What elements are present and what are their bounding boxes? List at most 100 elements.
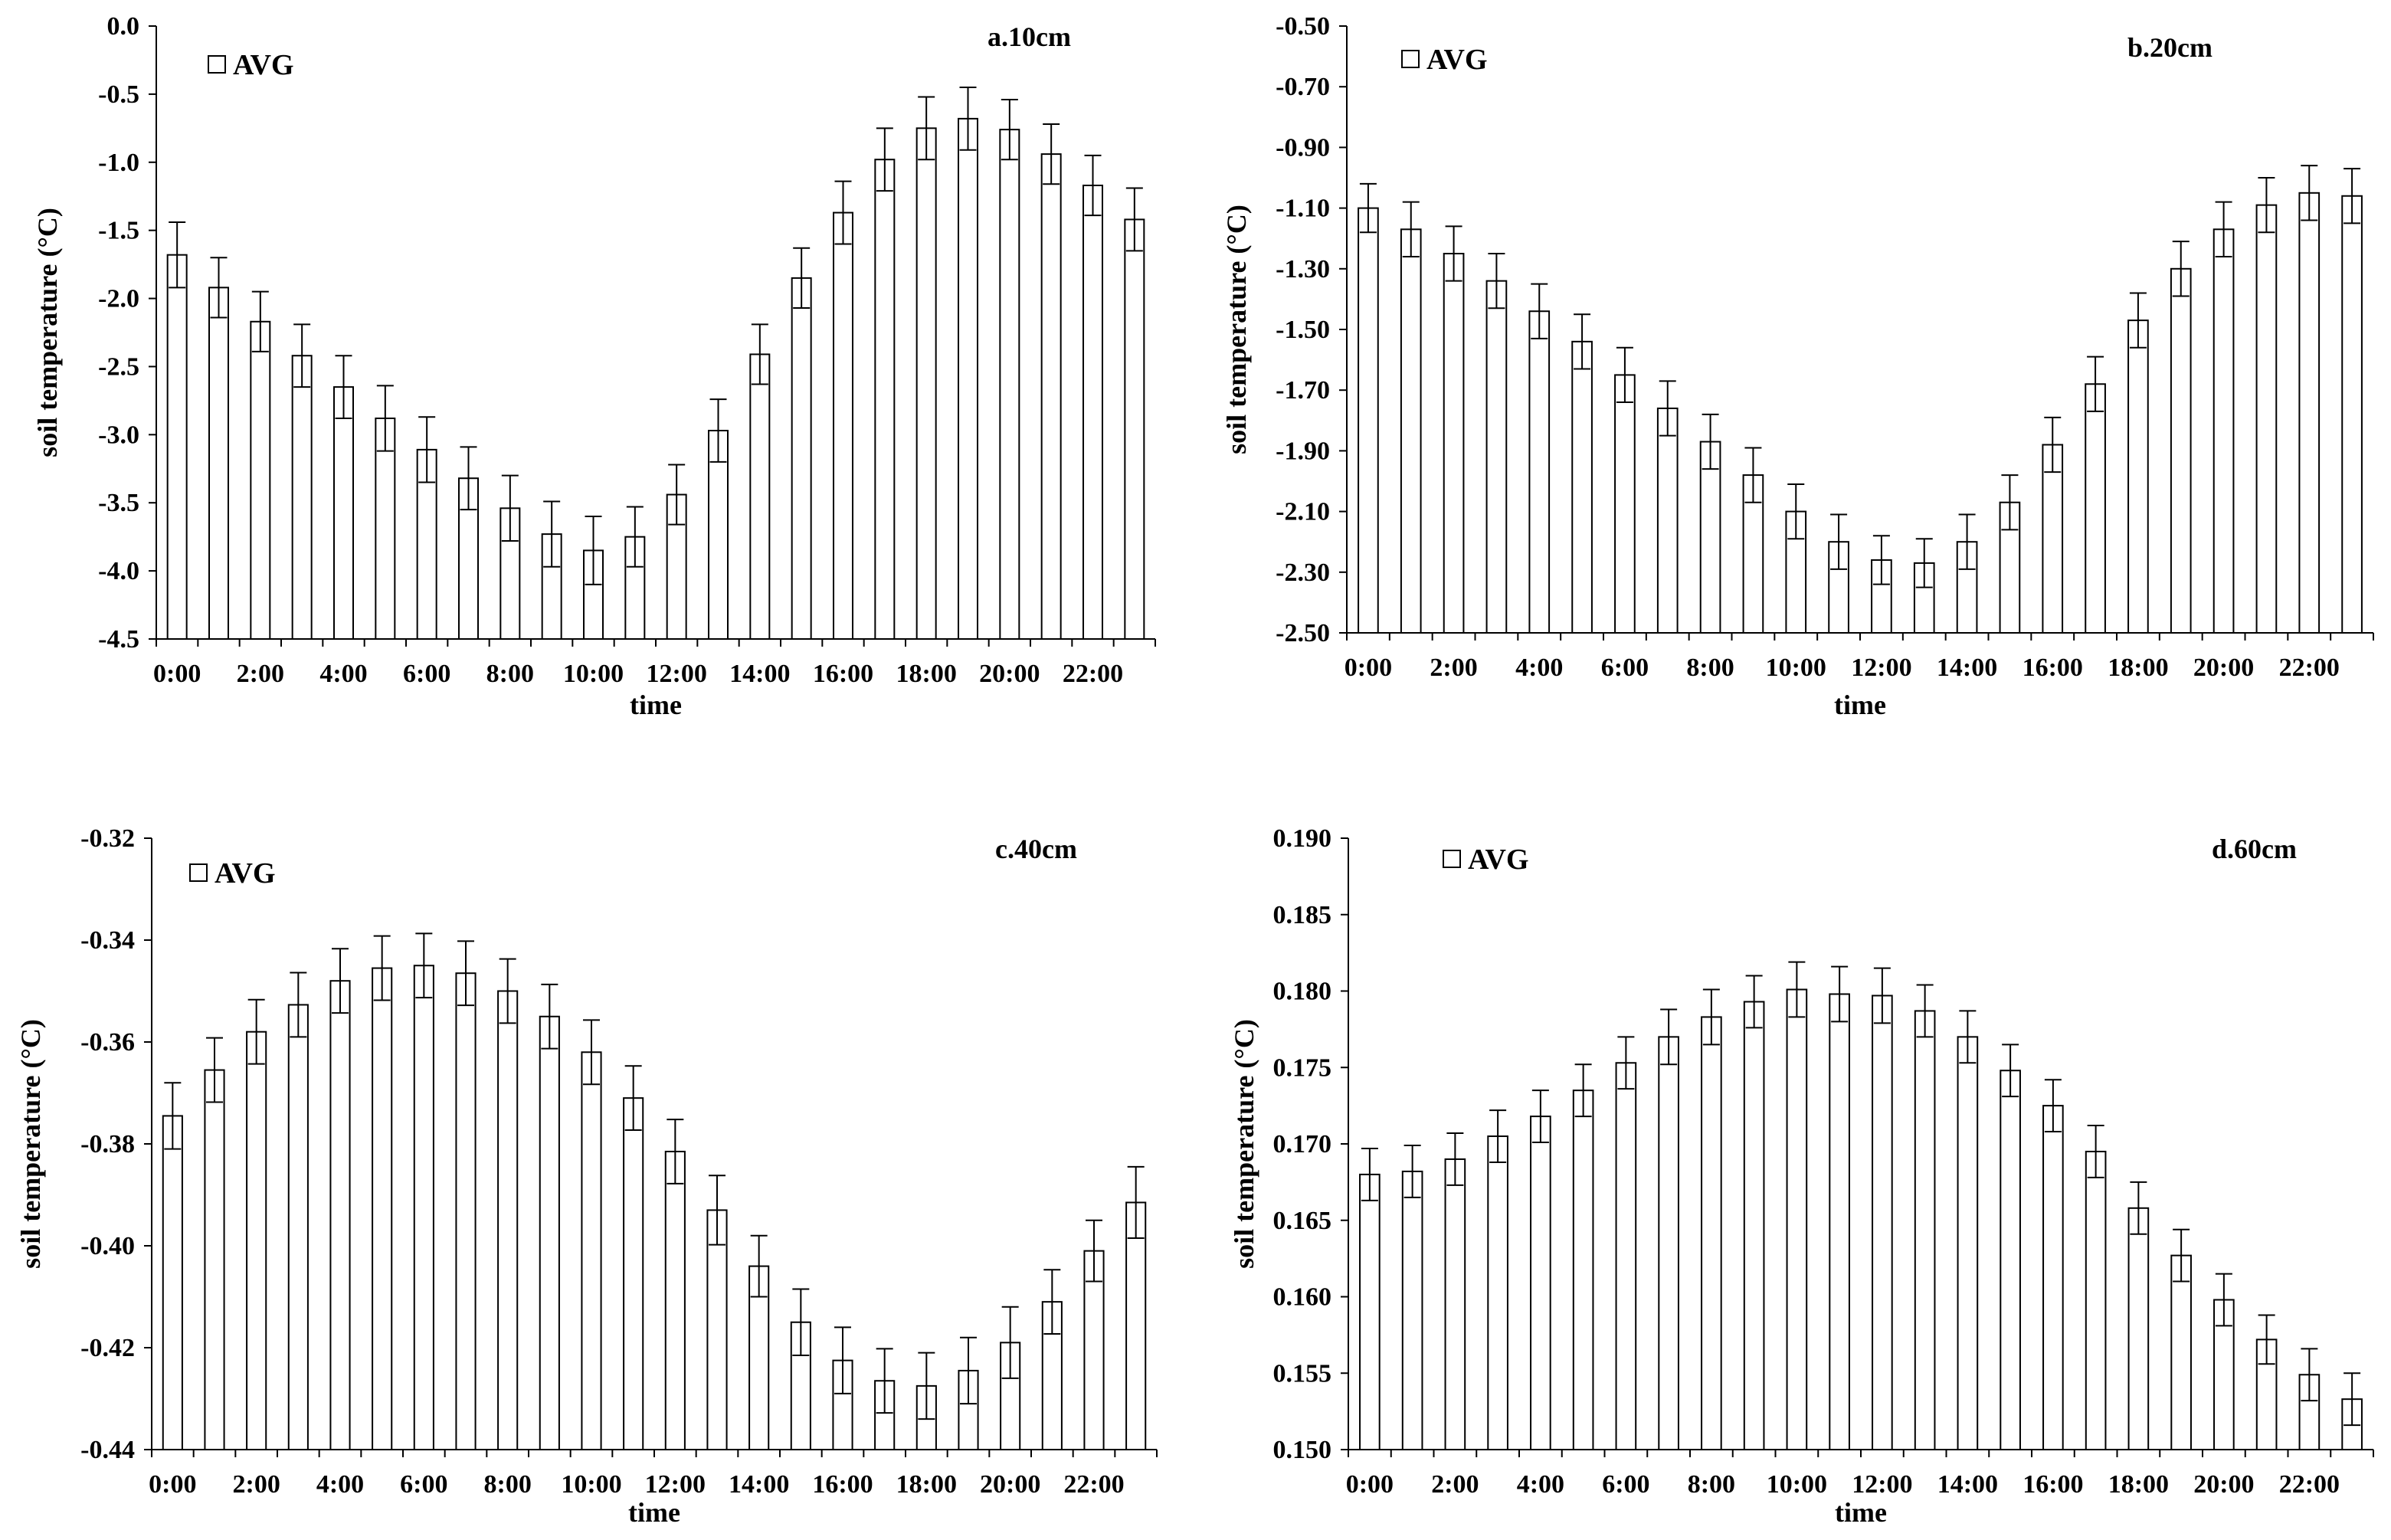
bar [2127,1207,2150,1451]
y-tick-label: 0.0 [107,12,140,41]
x-tick-label: 0:00 [1346,1470,1394,1499]
bar [1083,185,1103,640]
x-axis-title: time [1835,1497,1887,1528]
x-tick-label: 20:00 [979,660,1040,688]
legend-swatch [1401,50,1420,68]
bar [1571,340,1593,634]
y-tick-label: -1.10 [1276,195,1330,223]
panel-title: c.40cm [995,834,1077,864]
legend-label: AVG [233,49,294,81]
y-tick-label: -3.0 [98,421,139,449]
x-tick-label: 22:00 [2279,654,2340,682]
bar [455,972,477,1450]
y-axis-title: soil temperature (°C) [1229,1019,1259,1269]
bar [1359,1173,1381,1451]
y-tick-label: 0.155 [1273,1359,1332,1388]
chart-panel-a-10cm: 0.0 -0.5 -1.0 -1.5 -2.0 -2.5 -3.0 -3.5 -4.0 -4.5 0… [32,12,1156,720]
x-tick-label: 16:00 [813,660,873,688]
x-tick-label: 18:00 [2108,654,2168,682]
x-tick-label: 22:00 [1063,660,1123,688]
bar [1699,441,1721,634]
y-axis-title: soil temperature (°C) [32,208,63,457]
bar [2170,1254,2192,1451]
bar [539,1015,560,1450]
bar [1872,994,1893,1450]
bar [372,967,393,1450]
x-tick-label: 12:00 [645,1470,706,1499]
bar [1444,1158,1466,1450]
bar [874,159,896,640]
x-tick-label: 0:00 [1345,654,1392,682]
x-tick-label: 16:00 [2023,654,2083,682]
y-tick-label: -4.0 [98,557,139,585]
bar [2127,319,2149,634]
y-tick-label: -1.70 [1276,376,1330,405]
x-axis-title: time [1834,690,1886,720]
bar [999,129,1020,641]
y-tick-label: -0.40 [80,1232,135,1260]
bar [1401,1170,1423,1451]
y-tick-label: -1.90 [1276,437,1330,465]
bar [287,1004,309,1450]
bar [2255,204,2278,634]
legend-label: AVG [1426,44,1488,76]
bar [1124,218,1145,640]
x-tick-label: 4:00 [1515,654,1563,682]
bar [1400,228,1422,634]
x-tick-label: 18:00 [896,1470,957,1499]
y-tick-label: -3.5 [98,489,139,517]
bar [2298,192,2321,634]
y-tick-label: 0.180 [1273,978,1332,1006]
x-tick-label: 6:00 [1601,654,1649,682]
bar [1701,1016,1722,1451]
bar [581,1051,602,1451]
x-tick-label: 8:00 [486,660,534,688]
x-tick-label: 8:00 [1686,654,1734,682]
y-tick-label: -2.5 [98,352,139,381]
bar [246,1030,267,1450]
bar [1957,1036,1979,1450]
bar [2212,228,2235,634]
bar [915,127,937,641]
legend-swatch [1443,850,1461,868]
x-tick-label: 8:00 [484,1470,532,1499]
x-tick-label: 14:00 [729,1470,789,1499]
x-tick-label: 14:00 [1937,1470,1998,1499]
bar [2170,267,2192,634]
y-tick-label: 0.150 [1273,1436,1332,1464]
legend-label: AVG [1468,844,1529,876]
x-tick-label: 10:00 [1766,654,1826,682]
bar [1443,253,1465,634]
bar [204,1069,225,1450]
x-tick-label: 20:00 [980,1470,1040,1499]
bar [291,355,313,640]
x-tick-label: 2:00 [233,1470,280,1499]
bar [1829,993,1850,1450]
x-tick-label: 0:00 [153,660,201,688]
bar [1743,1001,1765,1450]
bar [1615,1062,1637,1450]
bar [413,965,434,1450]
y-tick-label: 0.160 [1273,1283,1332,1312]
x-tick-label: 2:00 [237,660,284,688]
y-tick-label: -2.10 [1276,498,1330,526]
x-tick-label: 20:00 [2193,654,2254,682]
x-tick-label: 2:00 [1430,654,1477,682]
bar [1572,1089,1594,1451]
x-tick-label: 16:00 [812,1470,873,1499]
x-tick-label: 20:00 [2193,1470,2254,1499]
bar [791,277,812,640]
y-tick-label: -0.34 [80,926,135,955]
bar [329,980,351,1450]
bar [162,1115,183,1451]
bar [2085,1150,2107,1450]
legend-swatch [189,863,208,882]
bar [1125,1201,1147,1450]
y-tick-label: -0.32 [80,824,135,853]
bar [1530,1116,1551,1450]
x-tick-label: 12:00 [647,660,707,688]
bar [250,320,271,640]
y-tick-label: -4.5 [98,625,139,654]
x-tick-label: 0:00 [149,1470,196,1499]
